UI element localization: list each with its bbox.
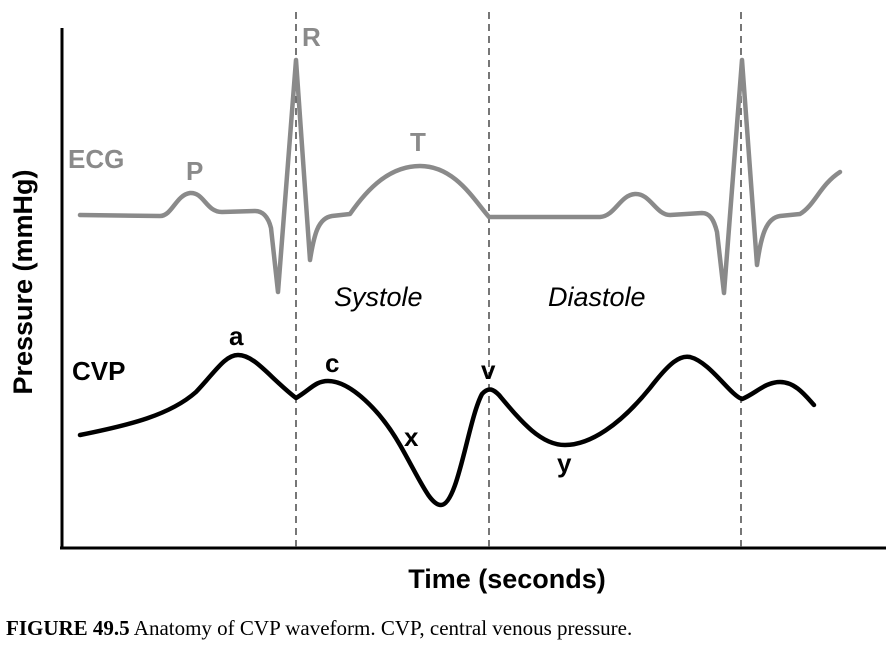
ecg-t-wave-label: T (410, 127, 426, 157)
ecg-p-wave-label: P (186, 156, 203, 186)
systole-label: Systole (334, 282, 423, 312)
cvp-v-wave-label: v (481, 355, 496, 385)
cvp-label: CVP (72, 356, 125, 386)
cvp-y-descent-label: y (557, 448, 572, 478)
figure-number: FIGURE 49.5 (6, 616, 130, 640)
caption-text: Anatomy of CVP waveform. CVP, central ve… (129, 616, 633, 640)
x-axis-title: Time (seconds) (408, 564, 606, 594)
figure-caption: FIGURE 49.5 Anatomy of CVP waveform. CVP… (6, 616, 886, 641)
cvp-c-wave-label: c (325, 348, 339, 378)
diastole-label: Diastole (548, 282, 646, 312)
y-axis-title: Pressure (mmHg) (8, 169, 38, 394)
cvp-x-descent-label: x (404, 422, 419, 452)
cvp-a-wave-label: a (229, 321, 244, 351)
ecg-label: ECG (68, 144, 124, 174)
ecg-r-wave-label: R (302, 22, 321, 52)
ecg-trace (77, 57, 843, 296)
cvp-trace (77, 352, 817, 508)
